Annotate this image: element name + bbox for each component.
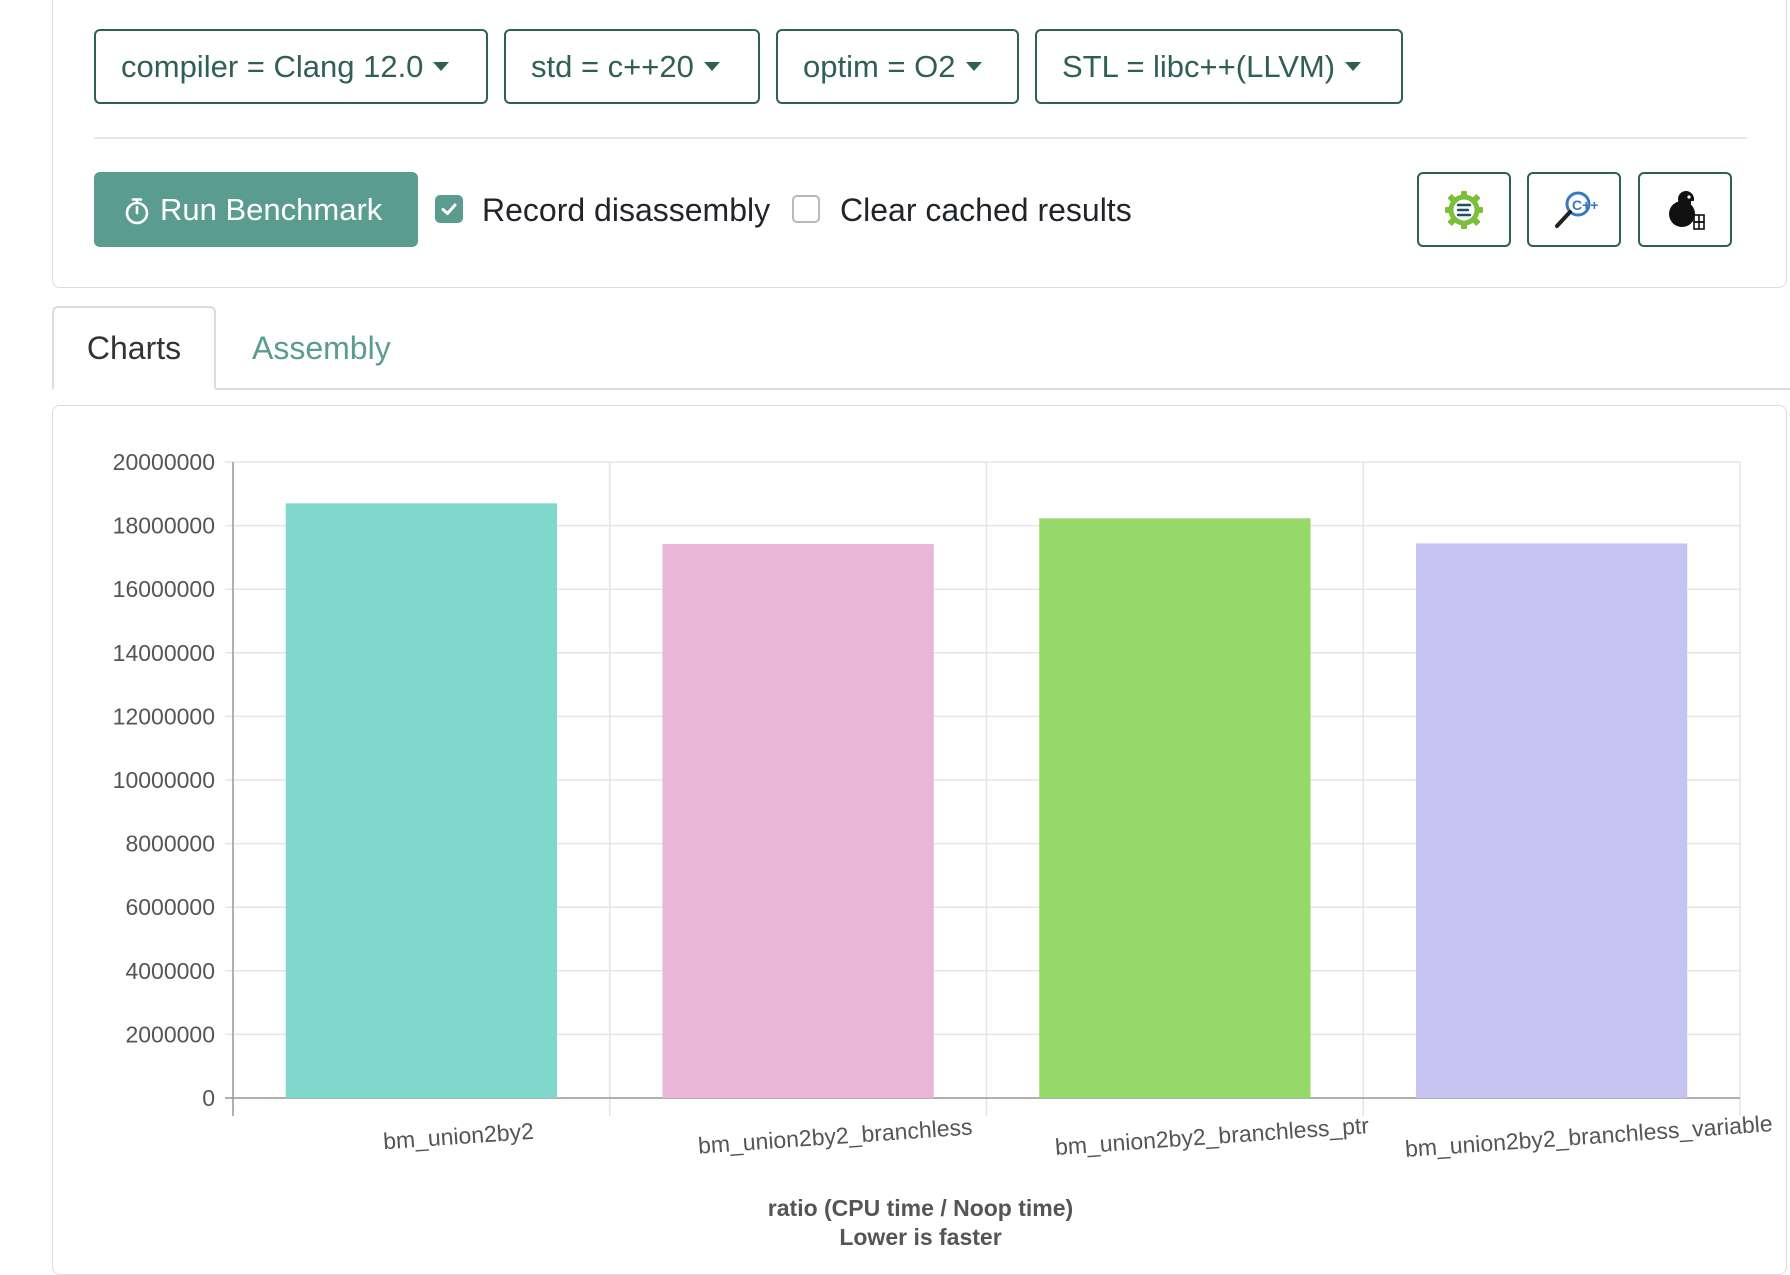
build-bench-button[interactable]: [1638, 172, 1732, 247]
std-dropdown-label: std = c++20: [531, 49, 694, 84]
clear-cache-label[interactable]: Clear cached results: [840, 192, 1132, 228]
x-axis-title: ratio (CPU time / Noop time): [768, 1195, 1073, 1221]
bar-bm_union2by2_branchless_variable: [1415, 543, 1688, 1098]
bar-bm_union2by2_branchless: [662, 544, 934, 1098]
x-tick-label: bm_union2by2_branchless_ptr: [1054, 1112, 1370, 1160]
tab-charts[interactable]: Charts: [52, 306, 216, 390]
stl-dropdown[interactable]: STL = libc++(LLVM): [1035, 29, 1403, 104]
x-axis-subtitle: Lower is faster: [839, 1224, 1001, 1250]
bar-bm_union2by2: [285, 503, 558, 1099]
y-tick-label: 0: [202, 1085, 215, 1111]
stl-dropdown-label: STL = libc++(LLVM): [1062, 49, 1336, 84]
toolbar-panel: [52, 0, 1787, 288]
bar-bm_union2by2_branchless_ptr: [1039, 518, 1311, 1098]
tabs-underline: [52, 388, 1790, 390]
record-disassembly-label[interactable]: Record disassembly: [482, 192, 771, 228]
optim-dropdown-label: optim = O2: [803, 49, 956, 84]
y-tick-label: 20000000: [113, 449, 215, 475]
chevron-down-icon: [965, 62, 982, 71]
chevron-down-icon: [433, 62, 450, 71]
beaver-icon: [1669, 190, 1705, 230]
run-benchmark-label: Run Benchmark: [160, 192, 383, 227]
x-tick-label: bm_union2by2_branchless: [697, 1113, 973, 1158]
y-tick-label: 2000000: [125, 1021, 215, 1047]
toolbar-divider: [94, 137, 1747, 139]
y-tick-label: 10000000: [113, 767, 215, 793]
optim-dropdown[interactable]: optim = O2: [776, 29, 1019, 104]
record-disassembly-checkbox[interactable]: [435, 195, 463, 223]
checkmark-icon: [441, 203, 457, 215]
chevron-down-icon: [1345, 62, 1362, 71]
tab-assembly[interactable]: Assembly: [252, 330, 391, 366]
y-tick-label: 12000000: [113, 703, 215, 729]
compiler-dropdown-label: compiler = Clang 12.0: [121, 49, 424, 84]
y-tick-label: 4000000: [125, 958, 215, 984]
x-tick-label: bm_union2by2: [382, 1118, 534, 1154]
stopwatch-icon: [122, 178, 152, 225]
x-tick-label: bm_union2by2_branchless_variable: [1404, 1110, 1773, 1162]
compiler-dropdown[interactable]: compiler = Clang 12.0: [94, 29, 488, 104]
quick-bench-search-button[interactable]: C++: [1527, 172, 1621, 247]
std-dropdown[interactable]: std = c++20: [504, 29, 760, 104]
magnifier-plus-icon: C++: [1555, 191, 1598, 228]
y-tick-label: 8000000: [125, 831, 215, 857]
gear-lines-button[interactable]: [1417, 172, 1511, 247]
clear-cache-checkbox[interactable]: [792, 195, 820, 223]
svg-text:C++: C++: [1572, 197, 1598, 213]
run-benchmark-button[interactable]: Run Benchmark: [94, 172, 418, 247]
gear-lines-icon: [1445, 190, 1483, 229]
y-tick-label: 6000000: [125, 894, 215, 920]
chevron-down-icon: [703, 62, 720, 71]
y-tick-label: 16000000: [113, 576, 215, 602]
y-tick-label: 14000000: [113, 640, 215, 666]
y-tick-label: 18000000: [113, 513, 215, 539]
